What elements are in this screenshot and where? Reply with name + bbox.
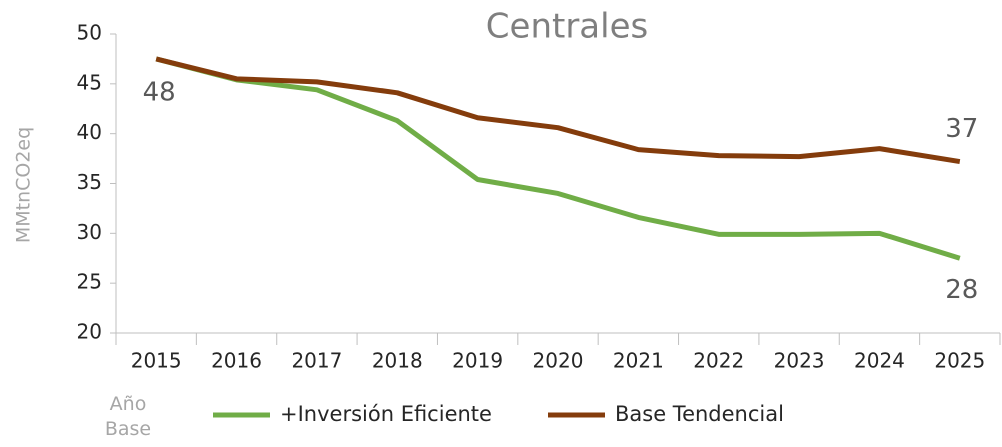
data-label: 48 <box>143 77 176 107</box>
y-tick-label: 45 <box>77 70 102 94</box>
series-line <box>155 56 961 261</box>
x-tick-label: 2020 <box>533 349 584 373</box>
y-tick-label: 50 <box>77 21 102 45</box>
legend-label: +Inversión Eficiente <box>280 402 492 426</box>
y-tick-label: 20 <box>77 320 102 344</box>
series-line <box>155 56 961 165</box>
legend-label: Base Tendencial <box>615 402 784 426</box>
x-tick-label: 2019 <box>452 349 503 373</box>
x-annotation: Año Base <box>104 393 152 440</box>
data-label: 37 <box>945 114 978 144</box>
y-tick-label: 35 <box>77 170 102 194</box>
chart-title: Centrales <box>486 7 648 47</box>
x-tick-label: 2023 <box>774 349 825 373</box>
x-tick-label: 2018 <box>372 349 423 373</box>
x-tick-label: 2015 <box>131 349 182 373</box>
y-tick-label: 25 <box>77 270 102 294</box>
x-tick-label: 2016 <box>211 349 262 373</box>
x-tick-label: 2024 <box>854 349 905 373</box>
data-label: 28 <box>945 275 978 305</box>
x-tick-label: 2017 <box>291 349 342 373</box>
y-tick-label: 30 <box>77 220 102 244</box>
y-axis-label: MMtnCO2eq <box>13 127 35 243</box>
x-tick-label: 2025 <box>934 349 985 373</box>
x-tick-label: 2021 <box>613 349 664 373</box>
y-tick-label: 40 <box>77 120 102 144</box>
x-tick-label: 2022 <box>693 349 744 373</box>
